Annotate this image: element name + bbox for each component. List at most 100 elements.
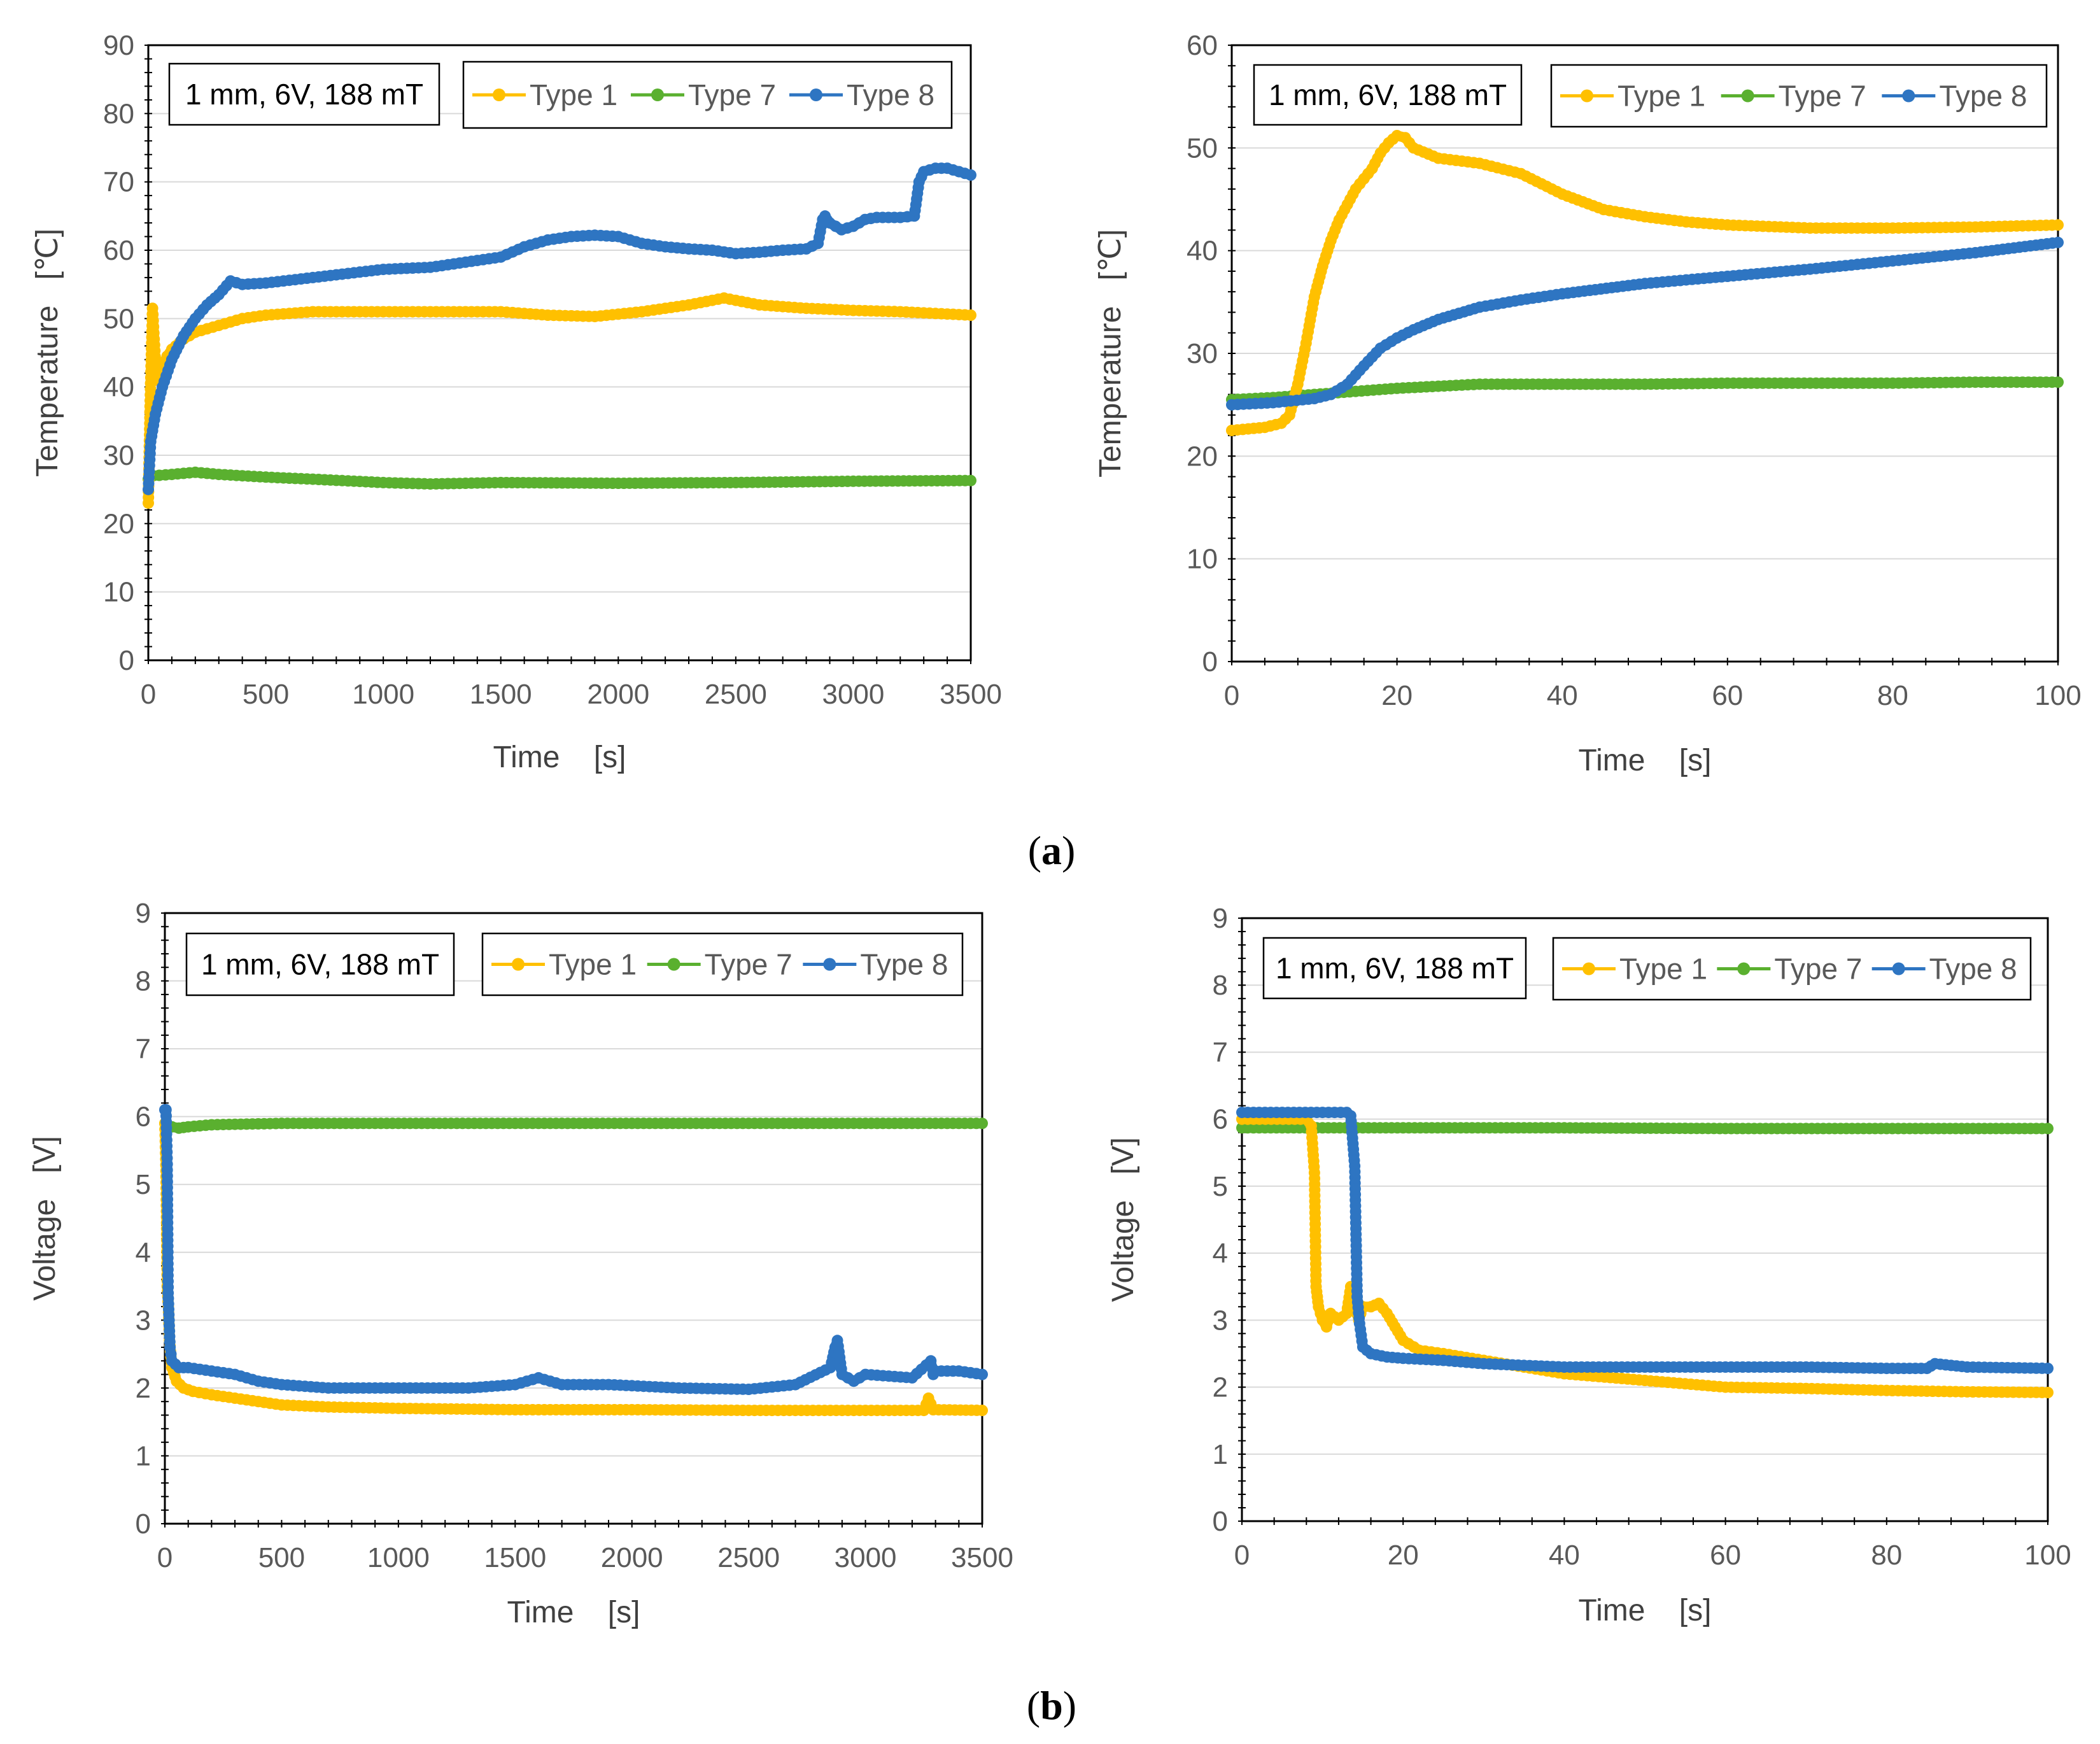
legend-marker-type-7 (1737, 962, 1751, 975)
x-tick-label: 100 (2034, 680, 2081, 711)
x-tick-label: 1500 (484, 1542, 546, 1573)
legend-marker-type-8 (810, 89, 822, 101)
chart-temp_short: 0 10 20 30 40 50 60 0 20 40 60 80 100 Temperature [℃]… (1094, 30, 2082, 777)
legend-box (1552, 937, 2032, 1001)
annotation-text: 1 mm, 6V, 188 mT (185, 78, 423, 111)
legend-marker-type-1 (1581, 89, 1593, 103)
series-point (976, 1117, 988, 1130)
x-tick-label: 60 (1710, 1540, 1741, 1571)
y-tick-label: 80 (103, 98, 134, 129)
x-tick-label: 1000 (352, 679, 414, 710)
legend-label-type-1: Type 1 (530, 78, 617, 111)
series-point (2042, 1363, 2054, 1375)
legend-label-type-1: Type 1 (1617, 80, 1705, 113)
series-point (976, 1405, 988, 1417)
series-line-type-8 (160, 1105, 987, 1395)
x-tick-label: 3000 (835, 1542, 897, 1573)
y-tick-label: 6 (136, 1102, 151, 1133)
series-point (965, 309, 976, 321)
series-point (2052, 219, 2064, 231)
caption-a-open: ( (1028, 828, 1041, 873)
y-tick-label: 60 (103, 235, 134, 266)
y-tick-label: 4 (136, 1237, 151, 1268)
x-tick-label: 3500 (951, 1542, 1013, 1573)
legend-marker-type-7 (651, 89, 664, 101)
legend-label-type-8: Type 8 (1929, 953, 2017, 986)
annotation-box (1253, 64, 1523, 126)
y-tick-label: 90 (103, 30, 134, 61)
y-tick-label: 7 (1213, 1037, 1228, 1068)
series-layer (1236, 1107, 2054, 1398)
y-tick-label: 30 (103, 440, 134, 471)
annotation-text: 1 mm, 6V, 188 mT (201, 948, 439, 981)
x-tick-label: 2000 (601, 1542, 663, 1573)
y-axis-title: Temperature [℃] (1094, 229, 1127, 478)
x-tick-label: 60 (1712, 680, 1743, 711)
caption-a-close: ) (1062, 828, 1075, 873)
y-tick-label: 50 (1187, 132, 1218, 164)
y-tick-label: 10 (103, 577, 134, 608)
chart-volt_long: 0 1 2 3 4 5 6 7 8 9 0 500 1000 1500 2000 2500 3000 3500 Vo… (28, 898, 1013, 1629)
legend-label-type-7: Type 7 (1779, 80, 1866, 113)
y-tick-label: 1 (136, 1440, 151, 1471)
y-tick-label: 9 (1213, 903, 1228, 934)
series-point (2042, 1387, 2054, 1398)
series-line-type-8 (143, 163, 976, 495)
legend-marker-type-7 (1741, 89, 1754, 103)
chart-volt_short: 0 1 2 3 4 5 6 7 8 9 0 20 40 60 80 100 Voltage [V] Time [s… (1106, 903, 2071, 1627)
series-point (2052, 236, 2064, 248)
legend-label-type-1: Type 1 (1619, 953, 1707, 986)
legend-marker-type-8 (1892, 962, 1905, 975)
caption-a-letter: a (1041, 828, 1062, 873)
x-tick-label: 80 (1877, 680, 1908, 711)
y-tick-label: 0 (1213, 1506, 1228, 1537)
annotation-box (168, 62, 440, 126)
y-axis-title: Voltage [V] (1106, 1137, 1140, 1302)
series-point (976, 1368, 988, 1380)
y-tick-label: 2 (136, 1373, 151, 1404)
legend-label-type-8: Type 8 (1939, 80, 2027, 113)
plot-frame (1230, 44, 2059, 663)
x-tick-label: 2000 (587, 679, 649, 710)
x-tick-label: 0 (1234, 1540, 1250, 1571)
legend-box (462, 60, 953, 129)
x-tick-label: 0 (1224, 680, 1239, 711)
x-tick-label: 20 (1381, 680, 1413, 711)
x-tick-label: 0 (157, 1542, 173, 1573)
y-tick-label: 3 (1213, 1305, 1228, 1336)
y-tick-label: 0 (1202, 646, 1218, 677)
x-tick-label: 500 (258, 1542, 305, 1573)
series-point (965, 169, 976, 181)
y-tick-label: 30 (1187, 338, 1218, 369)
legend-box (481, 932, 964, 996)
y-tick-label: 0 (119, 645, 134, 676)
y-axis-title: Voltage [V] (28, 1136, 62, 1301)
x-tick-label: 100 (2024, 1540, 2071, 1571)
legend-label-type-7: Type 7 (705, 948, 793, 981)
series-layer (159, 1104, 988, 1417)
plot-frame (164, 912, 983, 1525)
plot-frame (147, 44, 972, 662)
series-point (2042, 1123, 2054, 1135)
y-tick-label: 8 (1213, 970, 1228, 1001)
y-tick-label: 10 (1187, 544, 1218, 575)
y-tick-label: 70 (103, 167, 134, 198)
x-axis-title: Time [s] (1579, 744, 1712, 777)
legend-marker-type-8 (1902, 89, 1915, 103)
y-tick-label: 20 (103, 508, 134, 539)
legend-marker-type-1 (512, 958, 525, 971)
series-point (965, 474, 976, 486)
series-line-type-1 (160, 1118, 987, 1416)
y-tick-label: 40 (103, 372, 134, 403)
y-tick-label: 1 (1213, 1439, 1228, 1470)
y-tick-label: 0 (136, 1508, 151, 1540)
x-tick-label: 40 (1547, 680, 1578, 711)
x-tick-label: 500 (243, 679, 289, 710)
y-tick-label: 6 (1213, 1104, 1228, 1135)
plot-frame (1241, 917, 2049, 1522)
x-axis-title: Time [s] (507, 1596, 640, 1629)
y-tick-label: 5 (1213, 1171, 1228, 1202)
x-tick-label: 3000 (822, 679, 884, 710)
